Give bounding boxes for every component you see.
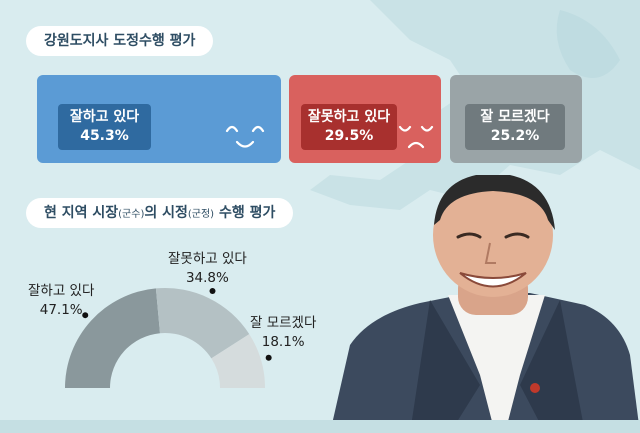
donut-label-dont-know-value: 18.1% [261, 334, 305, 350]
donut-label-good: 잘하고 있다 47.1% [28, 282, 94, 320]
card-bad-label-box: 잘못하고 있다 29.5% [301, 104, 397, 150]
section-title-mayor: 현 지역 시장(군수)의 시정(군정) 수행 평가 [26, 198, 294, 228]
card-dont-know-label-box: 잘 모르겠다 25.2% [465, 104, 565, 150]
title-mayor-end: 수행 평가 [214, 205, 276, 221]
section-title-governor-text: 강원도지사 도정수행 평가 [44, 33, 196, 49]
card-dont-know-value: 25.2% [490, 128, 540, 144]
donut-label-good-text: 잘하고 있다 [28, 283, 95, 299]
card-good: 잘하고 있다 45.3% [37, 75, 281, 163]
donut-marker-dont-know [265, 354, 272, 361]
donut-label-dont-know: 잘 모르겠다 18.1% [250, 314, 316, 352]
donut-label-good-value: 47.1% [39, 302, 83, 318]
donut-marker-good [82, 312, 89, 319]
title-mayor-mid: 의 시정 [144, 205, 188, 221]
title-mayor-paren1: (군수) [118, 209, 145, 220]
donut-marker-bad [209, 288, 216, 295]
donut-label-bad: 잘못하고 있다 34.8% [168, 250, 247, 288]
card-good-label-box: 잘하고 있다 45.3% [58, 104, 151, 150]
donut-slice-dont-know [211, 334, 265, 388]
card-bad: 잘못하고 있다 29.5% [289, 75, 441, 163]
card-bad-value: 29.5% [324, 128, 374, 144]
donut-label-bad-value: 34.8% [185, 270, 229, 286]
section-title-governor: 강원도지사 도정수행 평가 [26, 26, 214, 56]
card-good-value: 45.3% [80, 128, 129, 144]
donut-slice-bad [155, 288, 250, 359]
donut-slice-good [65, 288, 160, 388]
donut-label-bad-text: 잘못하고 있다 [168, 251, 247, 267]
card-good-label: 잘하고 있다 [69, 109, 140, 125]
donut-label-dont-know-text: 잘 모르겠다 [250, 315, 317, 331]
smiling-man-portrait [330, 175, 640, 433]
card-dont-know-label: 잘 모르겠다 [480, 109, 550, 125]
frowning-face-icon [398, 125, 434, 149]
title-mayor-paren2: (군정) [187, 209, 215, 220]
bottom-strip [0, 420, 640, 433]
smiling-face-icon [225, 125, 265, 148]
card-bad-label: 잘못하고 있다 [307, 109, 391, 125]
title-mayor-main: 현 지역 시장 [44, 205, 119, 221]
card-dont-know: 잘 모르겠다 25.2% [450, 75, 582, 163]
